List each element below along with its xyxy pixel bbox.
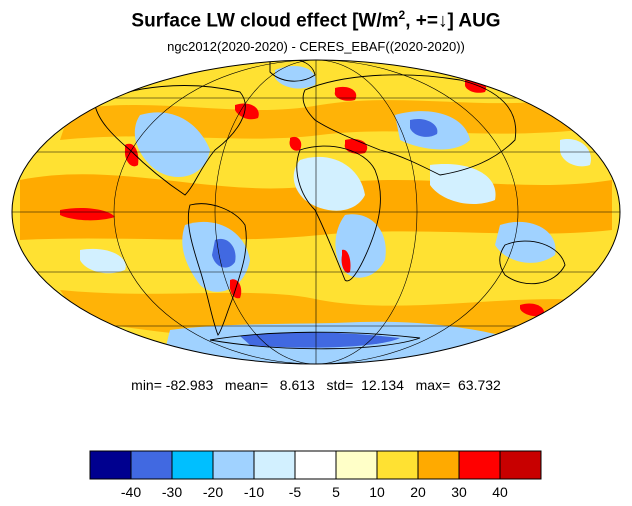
colorbar-box — [130, 450, 173, 480]
colorbar-tick-label: -5 — [289, 484, 302, 500]
map-border — [11, 59, 621, 365]
colorbar-tick-label: 10 — [369, 484, 385, 500]
plot-subtitle: ngc2012(2020-2020) - CERES_EBAF((2020-20… — [167, 39, 465, 54]
colorbar-box — [171, 450, 214, 480]
colorbar-box — [458, 450, 501, 480]
stats-line: min= -82.983 mean= 8.613 std= 12.134 max… — [131, 377, 501, 393]
colorbar-tick-label: -40 — [121, 484, 141, 500]
colorbar-tick-label: 30 — [451, 484, 467, 500]
colorbar-box — [212, 450, 255, 480]
colorbar-tick-label: -10 — [244, 484, 264, 500]
colorbar-tick-label: 5 — [332, 484, 340, 500]
colorbar-box — [89, 450, 132, 480]
plot-title: Surface LW cloud effect [W/m2, +=↓] AUG — [131, 8, 501, 32]
colorbar-box — [335, 450, 378, 480]
colorbar-box — [253, 450, 296, 480]
colorbar-box — [417, 450, 460, 480]
graticule — [12, 60, 620, 364]
coastlines — [94, 60, 566, 350]
colorbar-box — [294, 450, 337, 480]
colorbar-labels: -40 -30 -20 -10 -5 5 10 20 30 40 — [121, 484, 508, 500]
colorbar-boxes — [89, 450, 542, 480]
colorbar-box — [499, 450, 542, 480]
colorbar-tick-label: 40 — [492, 484, 508, 500]
colorbar-tick-label: 20 — [410, 484, 426, 500]
colorbar-box — [376, 450, 419, 480]
colorbar-tick-label: -30 — [162, 484, 182, 500]
colorbar-tick-label: -20 — [203, 484, 223, 500]
